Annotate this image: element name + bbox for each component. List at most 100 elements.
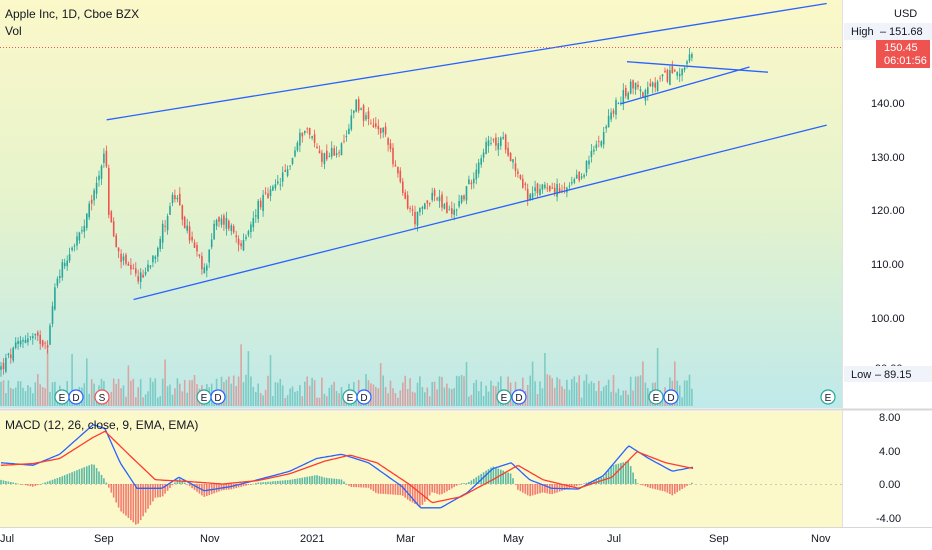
event-letter: D <box>214 393 221 404</box>
event-marker-E[interactable]: E <box>496 389 512 405</box>
price-axis[interactable]: USD 140.00 130.00 120.00 110.00 100.00 9… <box>844 8 932 382</box>
macd-axis[interactable]: 8.00 4.00 0.00 -4.00 <box>876 412 901 525</box>
candle-body <box>289 165 291 167</box>
candle-body <box>600 141 603 146</box>
volume-bar <box>629 376 632 406</box>
volume-bar <box>0 381 2 406</box>
macd-histogram-bar <box>593 480 595 484</box>
candle-body <box>135 268 137 274</box>
volume-bar <box>330 384 333 406</box>
volume-bar <box>321 377 323 406</box>
trendline-channel-upper <box>106 2 827 121</box>
event-marker-S[interactable]: S <box>94 389 110 405</box>
event-marker-D[interactable]: D <box>663 389 679 405</box>
candle-body <box>360 108 362 110</box>
candle-body <box>240 243 242 247</box>
candle-body <box>73 245 76 247</box>
volume-bar <box>541 388 544 406</box>
volume-bar <box>590 381 593 406</box>
trendlines[interactable] <box>106 2 827 301</box>
event-marker-E[interactable]: E <box>648 389 664 405</box>
candle-body <box>448 209 451 211</box>
candle-body <box>76 236 78 246</box>
time-axis[interactable]: Jul Sep Nov 2021 Mar May Jul Sep Nov <box>0 533 831 545</box>
candle-body <box>262 194 264 212</box>
last-price-badge <box>876 40 930 68</box>
event-marker-D[interactable]: D <box>68 389 84 405</box>
candle-body <box>108 167 110 215</box>
candle-body <box>340 143 343 156</box>
candle-body <box>316 146 318 149</box>
macd-histogram-bar <box>409 484 411 502</box>
candle-body <box>284 170 286 172</box>
candle-body <box>41 340 44 346</box>
volume-bar <box>409 378 411 406</box>
time-tick: May <box>503 533 524 545</box>
volume-bar <box>277 382 279 406</box>
macd-histogram-bar <box>580 484 583 485</box>
volume-bar <box>188 380 191 406</box>
volume-bar <box>161 378 164 406</box>
macd-histogram-bar <box>262 482 264 484</box>
macd-histogram-bar <box>607 469 610 484</box>
volume-bar <box>125 396 127 406</box>
macd-histogram-bar <box>487 469 490 484</box>
low-value: 89.15 <box>884 369 912 381</box>
candle-body <box>443 204 446 209</box>
event-marker-E[interactable]: E <box>342 389 358 405</box>
event-marker-E[interactable]: E <box>54 389 70 405</box>
event-marker-D[interactable]: D <box>210 389 226 405</box>
candle-body <box>19 340 22 345</box>
event-marker-D[interactable]: D <box>356 389 372 405</box>
volume-bar <box>90 379 93 406</box>
macd-histogram-bar <box>66 474 68 484</box>
candle-body <box>426 200 429 204</box>
macd-histogram-bar <box>308 476 311 484</box>
candle-body <box>485 142 487 155</box>
macd-histogram-bar <box>269 481 272 484</box>
candle-body <box>228 220 230 229</box>
macd-histogram-bar <box>372 484 375 492</box>
volume-bar <box>29 387 32 406</box>
macd-histogram-bar <box>402 484 404 496</box>
volume-bar <box>108 396 110 406</box>
candle-body <box>402 181 404 193</box>
macd-histogram-bar <box>132 484 135 523</box>
event-marker-D[interactable]: D <box>511 389 527 405</box>
volume-bar <box>433 381 436 406</box>
candle-body <box>326 150 328 160</box>
event-letter: D <box>72 393 79 404</box>
candle-body <box>362 105 365 121</box>
dash-separator: – <box>880 26 887 38</box>
macd-histogram-bar <box>259 482 262 484</box>
event-marker-E[interactable]: E <box>820 389 836 405</box>
macd-histogram-bar <box>108 484 110 488</box>
volume-bar <box>534 381 536 406</box>
macd-histogram-bar <box>311 475 313 484</box>
candle-body <box>463 195 465 200</box>
volume-bar <box>284 398 286 406</box>
volume-bar <box>250 376 252 406</box>
event-letter: E <box>201 393 208 404</box>
macd-histogram-bar <box>644 484 647 487</box>
macd-histogram-bar <box>86 466 88 484</box>
candle-body <box>370 122 372 124</box>
volume-label: Vol <box>5 24 22 38</box>
macd-histogram-bar <box>255 483 257 484</box>
macd-histogram-bar <box>267 481 269 484</box>
event-marker-E[interactable]: E <box>196 389 212 405</box>
macd-histogram-bar <box>504 471 507 484</box>
macd-histogram-bar <box>46 481 49 484</box>
macd-histogram-bar <box>181 480 184 484</box>
candle-body <box>7 353 10 355</box>
currency-label[interactable]: USD <box>894 8 917 20</box>
macd-histogram-bar <box>495 467 497 484</box>
volume-bar <box>274 382 277 406</box>
volume-bar <box>583 380 585 406</box>
volume-bar <box>406 389 409 406</box>
macd-histogram-bar <box>330 478 333 484</box>
volume-bar <box>588 383 590 406</box>
candle-body <box>617 103 620 104</box>
